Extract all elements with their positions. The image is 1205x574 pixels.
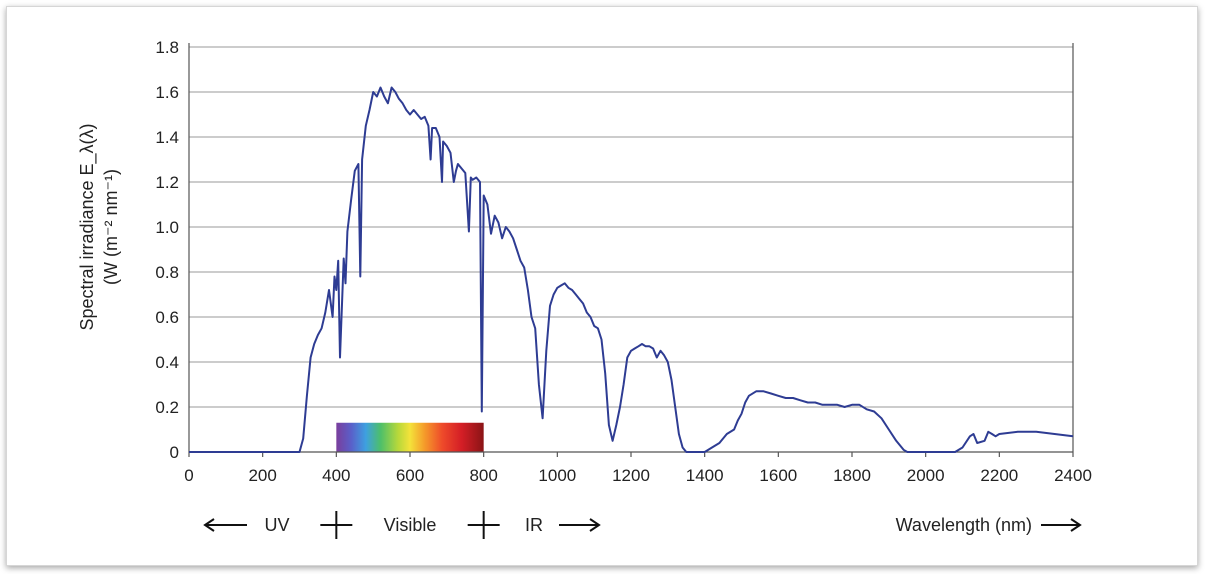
y-axis-label-line1: Spectral irradiance E_λ(λ): [77, 123, 98, 330]
uv-label: UV: [264, 515, 289, 535]
right-arrow-icon: [1070, 518, 1082, 532]
x-tick-label: 2400: [1054, 466, 1092, 485]
ir-label: IR: [525, 515, 543, 535]
y-tick-label: 0.2: [155, 398, 179, 417]
x-tick-label: 1000: [538, 466, 576, 485]
y-axis-label-line2: (W (m⁻² nm⁻¹): [101, 169, 121, 285]
y-axis-label: Spectral irradiance E_λ(λ) (W (m⁻² nm⁻¹): [77, 123, 121, 330]
left-arrow-icon: [203, 518, 215, 532]
x-tick-label: 2000: [907, 466, 945, 485]
x-tick-labels: 0 200 400 600 800 1000 1200 1400 1600 1800 2000 220…: [184, 466, 1092, 485]
x-tick-label: 2200: [980, 466, 1018, 485]
series-line: [189, 86, 1074, 453]
right-arrow-icon: [589, 518, 601, 532]
y-tick-label: 0: [170, 443, 179, 462]
chart-frame: 0 0.2 0.4 0.6 0.8 1.0 1.2 1.4 1.6 1.8 0 200 400 600 8…: [6, 6, 1198, 566]
y-tick-label: 1.6: [155, 83, 179, 102]
x-tick-label: 200: [248, 466, 276, 485]
gridlines: [189, 46, 1073, 408]
y-tick-labels: 0 0.2 0.4 0.6 0.8 1.0 1.2 1.4 1.6 1.8: [155, 38, 179, 462]
axes: [188, 43, 1074, 457]
y-tick-label: 1.4: [155, 128, 179, 147]
x-tick-label: 1200: [612, 466, 650, 485]
x-tick-label: 1800: [833, 466, 871, 485]
spectral-irradiance-chart: 0 0.2 0.4 0.6 0.8 1.0 1.2 1.4 1.6 1.8 0 200 400 600 8…: [77, 38, 1092, 539]
y-tick-label: 1.2: [155, 173, 179, 192]
y-tick-label: 0.8: [155, 263, 179, 282]
x-axis-label: Wavelength (nm): [896, 515, 1032, 535]
x-tick-label: 800: [469, 466, 497, 485]
y-tick-label: 1.0: [155, 218, 179, 237]
x-tick-label: 1600: [759, 466, 797, 485]
x-tick-label: 0: [184, 466, 193, 485]
x-tick-label: 400: [322, 466, 350, 485]
band-annotations: UV Visible IR Wavelength (nm): [203, 511, 1082, 539]
y-tick-label: 0.6: [155, 308, 179, 327]
x-tick-label: 600: [396, 466, 424, 485]
y-tick-label: 1.8: [155, 38, 179, 57]
visible-spectrum-bar: [336, 422, 484, 452]
visible-label: Visible: [384, 515, 437, 535]
y-tick-label: 0.4: [155, 353, 179, 372]
x-tick-label: 1400: [686, 466, 724, 485]
